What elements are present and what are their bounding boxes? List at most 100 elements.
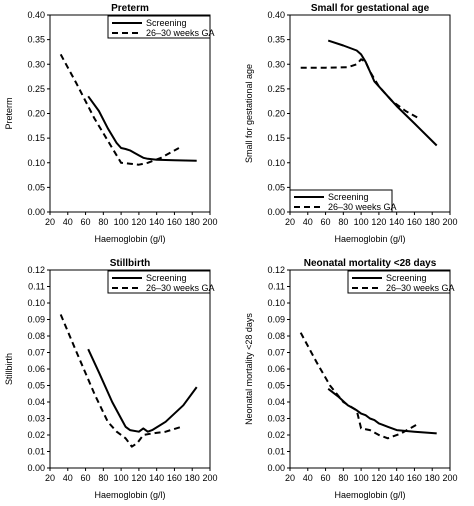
x-tick-label: 60 bbox=[81, 217, 91, 227]
y-tick-label: 0.01 bbox=[27, 447, 45, 457]
y-tick-label: 0.10 bbox=[27, 298, 45, 308]
x-tick-label: 40 bbox=[63, 473, 73, 483]
chart-panel-3: Stillbirth 20 40 60 80 100 120 140 160 180 200 0.00… bbox=[4, 258, 218, 500]
x-axis-label: Haemoglobin (g/l) bbox=[334, 234, 405, 244]
y-tick-label: 0.30 bbox=[27, 59, 45, 69]
y-tick-label: 0.25 bbox=[267, 84, 285, 94]
x-tick-label: 200 bbox=[202, 217, 217, 227]
x-tick-label: 180 bbox=[185, 473, 200, 483]
y-tick-label: 0.00 bbox=[267, 463, 285, 473]
y-tick-label: 0.40 bbox=[267, 10, 285, 20]
series-line-screening bbox=[87, 95, 197, 162]
legend-label: Screening bbox=[146, 18, 187, 28]
x-tick-label: 100 bbox=[114, 217, 129, 227]
x-tick-label: 120 bbox=[131, 217, 146, 227]
x-tick-label: 140 bbox=[389, 473, 404, 483]
y-tick-label: 0.02 bbox=[27, 430, 45, 440]
y-axis-label: Neonatal mortality <28 days bbox=[244, 313, 254, 425]
y-tick-label: 0.11 bbox=[268, 282, 285, 292]
series-line-gestational bbox=[59, 53, 180, 166]
series-line-gestational bbox=[299, 332, 420, 440]
x-tick-label: 60 bbox=[321, 473, 331, 483]
x-axis-label: Haemoglobin (g/l) bbox=[94, 234, 165, 244]
y-tick-label: 0.00 bbox=[27, 463, 45, 473]
y-tick-label: 0.10 bbox=[267, 298, 285, 308]
x-tick-label: 40 bbox=[303, 217, 313, 227]
y-tick-label: 0.01 bbox=[267, 447, 285, 457]
x-tick-label: 160 bbox=[167, 217, 182, 227]
x-tick-label: 120 bbox=[131, 473, 146, 483]
legend-label: 26–30 weeks GA bbox=[386, 283, 455, 293]
series-line-gestational bbox=[300, 58, 420, 120]
x-tick-label: 180 bbox=[425, 473, 440, 483]
y-tick-label: 0.15 bbox=[27, 133, 45, 143]
y-tick-label: 0.35 bbox=[27, 35, 45, 45]
x-axis-label: Haemoglobin (g/l) bbox=[94, 490, 165, 500]
y-axis-label: Small for gestational age bbox=[244, 64, 254, 163]
legend-label: 26–30 weeks GA bbox=[146, 28, 215, 38]
x-tick-label: 80 bbox=[338, 217, 348, 227]
x-axis-label: Haemoglobin (g/l) bbox=[334, 490, 405, 500]
y-tick-label: 0.05 bbox=[267, 381, 285, 391]
x-tick-label: 200 bbox=[442, 217, 457, 227]
x-tick-label: 140 bbox=[149, 217, 164, 227]
chart-panel-4: Neonatal mortality <28 days 20 40 60 80 100 12… bbox=[244, 258, 458, 500]
x-tick-label: 200 bbox=[202, 473, 217, 483]
legend-label: Screening bbox=[146, 273, 187, 283]
x-tick-label: 160 bbox=[407, 473, 422, 483]
y-tick-label: 0.02 bbox=[267, 430, 285, 440]
x-tick-label: 120 bbox=[371, 217, 386, 227]
x-tick-label: 60 bbox=[321, 217, 331, 227]
x-tick-label: 60 bbox=[81, 473, 91, 483]
chart-title: Neonatal mortality <28 days bbox=[304, 258, 437, 269]
x-tick-label: 40 bbox=[303, 473, 313, 483]
x-tick-label: 140 bbox=[389, 217, 404, 227]
x-tick-label: 80 bbox=[338, 473, 348, 483]
y-tick-label: 0.20 bbox=[27, 109, 45, 119]
y-tick-label: 0.15 bbox=[267, 133, 285, 143]
y-tick-label: 0.35 bbox=[267, 35, 285, 45]
legend-label: Screening bbox=[328, 192, 369, 202]
y-tick-label: 0.00 bbox=[27, 207, 45, 217]
y-tick-label: 0.08 bbox=[27, 331, 45, 341]
x-tick-label: 20 bbox=[285, 217, 295, 227]
x-tick-label: 20 bbox=[45, 473, 55, 483]
x-tick-label: 160 bbox=[167, 473, 182, 483]
y-tick-label: 0.11 bbox=[28, 282, 45, 292]
x-tick-label: 160 bbox=[407, 217, 422, 227]
y-tick-label: 0.10 bbox=[27, 158, 45, 168]
y-tick-label: 0.20 bbox=[267, 109, 285, 119]
y-tick-label: 0.09 bbox=[267, 315, 285, 325]
chart-title: Stillbirth bbox=[110, 258, 151, 269]
y-tick-label: 0.05 bbox=[27, 381, 45, 391]
y-tick-label: 0.06 bbox=[27, 364, 45, 374]
x-tick-label: 120 bbox=[371, 473, 386, 483]
y-tick-label: 0.10 bbox=[267, 158, 285, 168]
plot-frame bbox=[49, 269, 211, 469]
y-tick-label: 0.40 bbox=[27, 10, 45, 20]
y-tick-label: 0.00 bbox=[267, 207, 285, 217]
plot-frame bbox=[289, 14, 451, 213]
x-tick-label: 180 bbox=[425, 217, 440, 227]
x-tick-label: 20 bbox=[285, 473, 295, 483]
y-tick-label: 0.05 bbox=[27, 182, 45, 192]
x-tick-label: 40 bbox=[63, 217, 73, 227]
chart-title: Preterm bbox=[111, 3, 149, 14]
y-tick-label: 0.30 bbox=[267, 59, 285, 69]
series-line-gestational bbox=[59, 314, 182, 448]
y-tick-label: 0.03 bbox=[267, 414, 285, 424]
y-axis-label: Preterm bbox=[4, 97, 14, 129]
x-tick-label: 100 bbox=[114, 473, 129, 483]
y-tick-label: 0.03 bbox=[27, 414, 45, 424]
y-tick-label: 0.07 bbox=[267, 348, 285, 358]
plot-frame bbox=[49, 14, 211, 213]
y-tick-label: 0.04 bbox=[267, 397, 285, 407]
legend-label: 26–30 weeks GA bbox=[146, 283, 215, 293]
plot-frame bbox=[289, 269, 451, 469]
legend-label: Screening bbox=[386, 273, 427, 283]
y-tick-label: 0.07 bbox=[27, 348, 45, 358]
series-line-screening bbox=[327, 39, 438, 147]
